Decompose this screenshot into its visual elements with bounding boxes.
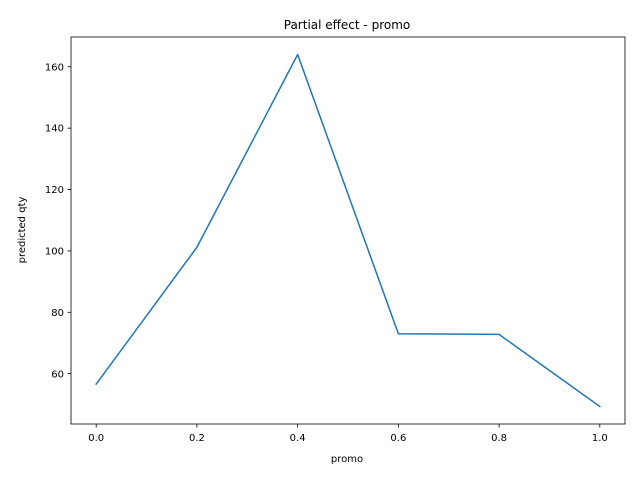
x-tick-label: 0.4 — [290, 433, 306, 444]
y-tick-label: 100 — [45, 247, 64, 258]
series-line-0 — [95, 53, 601, 408]
x-tick-label: 1.0 — [592, 433, 608, 444]
y-tick-label: 160 — [45, 62, 64, 73]
y-tick-label: 80 — [51, 308, 64, 319]
y-axis: 60 80 100 120 140 160 — [45, 62, 71, 380]
chart-title: Partial effect - promo — [284, 18, 410, 32]
y-tick-label: 140 — [45, 124, 64, 135]
y-tick-label: 120 — [45, 185, 64, 196]
x-axis-title: promo — [331, 454, 363, 465]
x-tick-label: 0.2 — [189, 433, 205, 444]
x-axis: 0.0 0.2 0.4 0.6 0.8 1.0 — [88, 424, 608, 444]
plot-area — [70, 36, 626, 425]
x-tick-label: 0.6 — [390, 433, 406, 444]
y-tick-label: 60 — [51, 369, 64, 380]
x-tick-label: 0.0 — [88, 433, 104, 444]
x-tick-label: 0.8 — [491, 433, 507, 444]
axes-frame — [70, 36, 626, 425]
y-axis-title: predicted qty — [17, 197, 28, 264]
